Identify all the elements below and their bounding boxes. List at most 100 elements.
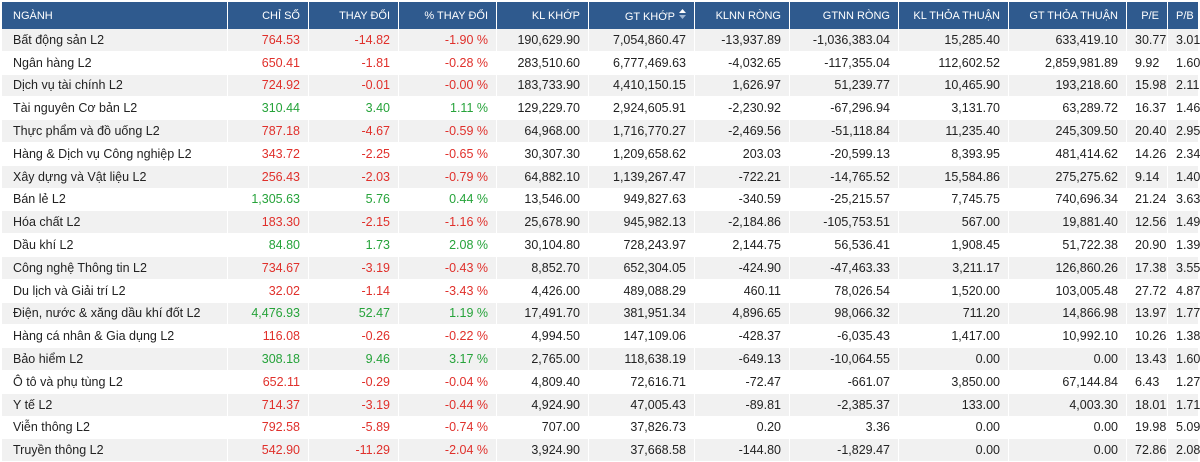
table-row[interactable]: Truyền thông L2 542.90 -11.29 -2.04 % 3,924.… — [2, 439, 1200, 462]
cell-name[interactable]: Y tế L2 — [2, 393, 228, 417]
header-change[interactable]: THAY ĐỔI — [309, 2, 399, 29]
cell-gt-tt: 633,419.10 — [1009, 29, 1127, 52]
cell-pe: 13.43 — [1127, 348, 1168, 371]
cell-klnn: -428.37 — [695, 325, 790, 349]
cell-gt-khop: 381,951.34 — [589, 302, 695, 326]
cell-kl-tt: 567.00 — [899, 211, 1009, 235]
cell-change: 52.47 — [309, 302, 399, 326]
cell-gt-khop: 4,410,150.15 — [589, 74, 695, 98]
table-row[interactable]: Tài nguyên Cơ bản L2 310.44 3.40 1.11 % 129,… — [2, 97, 1200, 121]
cell-index: 183.30 — [228, 211, 309, 235]
cell-gtnn: -67,296.94 — [790, 97, 899, 121]
cell-pe: 14.26 — [1127, 142, 1168, 166]
header-index[interactable]: CHỈ SỐ — [228, 2, 309, 29]
cell-name[interactable]: Ô tô và phụ tùng L2 — [2, 370, 228, 394]
table-row[interactable]: Hóa chất L2 183.30 -2.15 -1.16 % 25,678.90 94… — [2, 211, 1200, 235]
cell-gtnn: 98,066.32 — [790, 302, 899, 326]
cell-pb: 1.60 — [1168, 348, 1200, 371]
cell-pct-change: -0.65 % — [399, 142, 497, 166]
table-row[interactable]: Dịch vụ tài chính L2 724.92 -0.01 -0.00 % 18… — [2, 74, 1199, 98]
cell-gtnn: -51,118.84 — [790, 120, 899, 143]
cell-index: 308.18 — [228, 348, 309, 371]
header-pe[interactable]: P/E — [1127, 2, 1168, 29]
cell-kl-khop: 25,678.90 — [497, 211, 589, 235]
cell-pe: 13.97 — [1127, 302, 1168, 326]
cell-pb: 5.09 — [1168, 416, 1200, 440]
cell-name[interactable]: Công nghệ Thông tin L2 — [2, 256, 228, 280]
cell-gtnn: -661.07 — [790, 370, 899, 394]
cell-name[interactable]: Thực phẩm và đồ uống L2 — [2, 120, 228, 143]
header-pct-change[interactable]: % THAY ĐỔI — [399, 2, 497, 29]
cell-index: 764.53 — [228, 29, 309, 52]
cell-index: 256.43 — [228, 165, 309, 189]
cell-name[interactable]: Bảo hiểm L2 — [2, 348, 228, 371]
cell-klnn: -13,937.89 — [695, 29, 790, 52]
table-row[interactable]: Hàng & Dịch vụ Công nghiệp L2 343.72 -2.25… — [2, 142, 1200, 166]
table-row[interactable]: Bảo hiểm L2 308.18 9.46 3.17 % 2,765.00 118,6… — [2, 348, 1200, 371]
header-gtnn[interactable]: GTNN RÒNG — [790, 2, 899, 29]
cell-gt-tt: 0.00 — [1009, 439, 1127, 462]
table-row[interactable]: Y tế L2 714.37 -3.19 -0.44 % 4,924.90 47,005.… — [2, 393, 1200, 417]
cell-name[interactable]: Du lịch và Giải trí L2 — [2, 279, 228, 303]
cell-kl-tt: 11,235.40 — [899, 120, 1009, 143]
header-name[interactable]: NGÀNH — [2, 2, 228, 29]
cell-gt-khop: 652,304.05 — [589, 256, 695, 280]
cell-gtnn: 51,239.77 — [790, 74, 899, 98]
cell-name[interactable]: Ngân hàng L2 — [2, 51, 228, 75]
cell-pct-change: 0.44 % — [399, 188, 497, 212]
cell-klnn: 203.03 — [695, 142, 790, 166]
cell-name[interactable]: Bán lẻ L2 — [2, 188, 228, 212]
cell-kl-tt: 8,393.95 — [899, 142, 1009, 166]
cell-gt-khop: 47,005.43 — [589, 393, 695, 417]
cell-gt-tt: 275,275.62 — [1009, 165, 1127, 189]
cell-name[interactable]: Hàng & Dịch vụ Công nghiệp L2 — [2, 142, 228, 166]
cell-pb: 4.87 — [1168, 279, 1200, 303]
cell-name[interactable]: Viễn thông L2 — [2, 416, 228, 440]
cell-kl-tt: 3,131.70 — [899, 97, 1009, 121]
cell-klnn: -722.21 — [695, 165, 790, 189]
table-row[interactable]: Xây dựng và Vật liệu L2 256.43 -2.03 -0.79 … — [2, 165, 1200, 189]
cell-gt-tt: 245,309.50 — [1009, 120, 1127, 143]
table-row[interactable]: Bán lẻ L2 1,305.63 5.76 0.44 % 13,546.00 949,… — [2, 188, 1200, 212]
cell-name[interactable]: Truyền thông L2 — [2, 439, 228, 462]
table-header-row: NGÀNH CHỈ SỐ THAY ĐỔI % THAY ĐỔI KL KHỚP… — [2, 2, 1198, 29]
cell-gt-khop: 728,243.97 — [589, 234, 695, 257]
header-klnn[interactable]: KLNN RÒNG — [695, 2, 790, 29]
cell-pct-change: -1.16 % — [399, 211, 497, 235]
cell-kl-tt: 3,850.00 — [899, 370, 1009, 394]
table-row[interactable]: Thực phẩm và đồ uống L2 787.18 -4.67 -0.59 … — [2, 120, 1200, 143]
header-pb[interactable]: P/B — [1168, 2, 1198, 29]
cell-pct-change: -0.44 % — [399, 393, 497, 417]
sort-up-down-icon[interactable] — [679, 8, 686, 21]
cell-kl-tt: 0.00 — [899, 348, 1009, 371]
cell-name[interactable]: Dầu khí L2 — [2, 234, 228, 257]
cell-pe: 9.14 — [1127, 165, 1168, 189]
cell-kl-tt: 112,602.52 — [899, 51, 1009, 75]
cell-pb: 3.63 — [1168, 188, 1200, 212]
cell-change: -14.82 — [309, 29, 399, 52]
cell-name[interactable]: Điện, nước & xăng dầu khí đốt L2 — [2, 302, 228, 326]
header-kl-tt[interactable]: KL THỎA THUẬN — [899, 2, 1009, 29]
cell-name[interactable]: Dịch vụ tài chính L2 — [2, 74, 228, 98]
cell-name[interactable]: Hóa chất L2 — [2, 211, 228, 235]
table-row[interactable]: Ô tô và phụ tùng L2 652.11 -0.29 -0.04 % 4,8… — [2, 370, 1200, 394]
table-row[interactable]: Du lịch và Giải trí L2 32.02 -1.14 -3.43 % 4… — [2, 279, 1200, 303]
cell-name[interactable]: Bất động sản L2 — [2, 29, 228, 52]
table-row[interactable]: Bất động sản L2 764.53 -14.82 -1.90 % 190,62… — [2, 29, 1200, 52]
cell-kl-khop: 4,924.90 — [497, 393, 589, 417]
cell-kl-khop: 8,852.70 — [497, 256, 589, 280]
cell-name[interactable]: Hàng cá nhân & Gia dụng L2 — [2, 325, 228, 349]
table-row[interactable]: Ngân hàng L2 650.41 -1.81 -0.28 % 283,510.60… — [2, 51, 1200, 75]
cell-gt-khop: 1,139,267.47 — [589, 165, 695, 189]
table-row[interactable]: Viễn thông L2 792.58 -5.89 -0.74 % 707.00 37,… — [2, 416, 1200, 440]
header-kl-khop[interactable]: KL KHỚP — [497, 2, 589, 29]
table-row[interactable]: Điện, nước & xăng dầu khí đốt L2 4,476.93… — [2, 302, 1200, 326]
cell-name[interactable]: Tài nguyên Cơ bản L2 — [2, 97, 228, 121]
table-row[interactable]: Dầu khí L2 84.80 1.73 2.08 % 30,104.80 728,24… — [2, 234, 1200, 257]
cell-gtnn: -1,036,383.04 — [790, 29, 899, 52]
header-gt-khop[interactable]: GT KHỚP — [589, 2, 695, 29]
table-row[interactable]: Công nghệ Thông tin L2 734.67 -3.19 -0.43 %… — [2, 256, 1200, 280]
header-gt-tt[interactable]: GT THỎA THUẬN — [1009, 2, 1127, 29]
table-row[interactable]: Hàng cá nhân & Gia dụng L2 116.08 -0.26 -0.… — [2, 325, 1200, 349]
cell-name[interactable]: Xây dựng và Vật liệu L2 — [2, 165, 228, 189]
